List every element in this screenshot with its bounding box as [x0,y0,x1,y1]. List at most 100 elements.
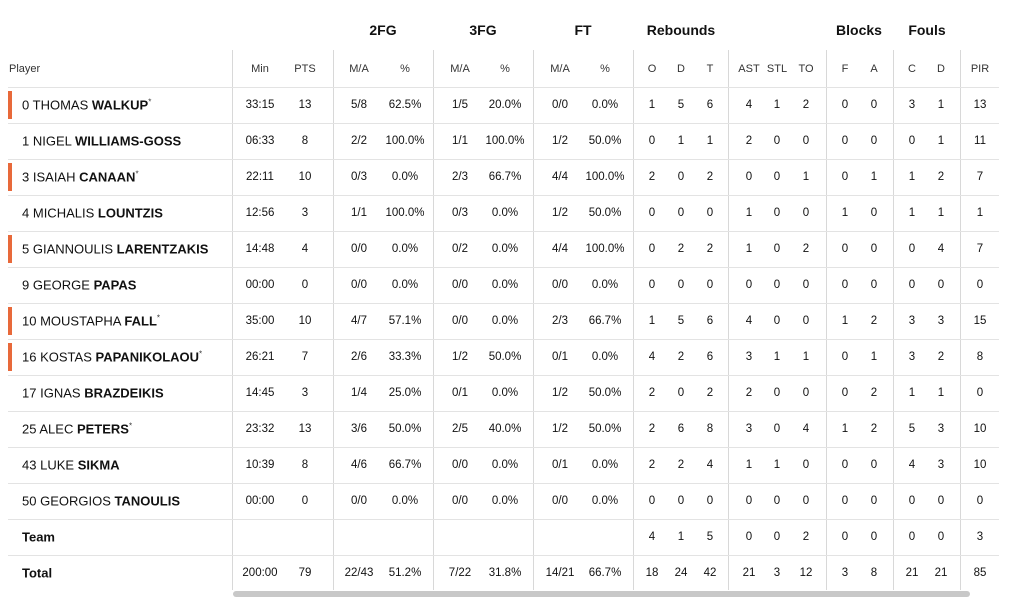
stat-cell: 100.0% [485,135,525,147]
first-name: LUKE [40,457,75,473]
stat-cell: 50.0% [388,423,422,435]
stat-cell: 1 [677,531,685,543]
stat-cell: 2 [706,243,714,255]
stat-cell: 0.0% [491,315,519,327]
last-name: FALL [124,313,157,329]
stat-cell: 1/1 [351,207,367,219]
stat-cell: 0 [745,495,753,507]
stat-cell: 1 [773,351,781,363]
stat-cell: 0 [648,207,656,219]
stat-cell: 66.7% [488,171,522,183]
stat-cell: 0 [870,135,878,147]
stat-cell: 4 [301,243,309,255]
stat-cell: 0/0 [452,315,468,327]
stat-cell: 1 [841,207,849,219]
column-divider [633,50,634,590]
stat-cell: 62.5% [388,99,422,111]
player-number: 0 [22,97,30,113]
stat-cell: 7 [301,351,309,363]
stat-cell: 22:11 [246,171,274,183]
column-header: % [500,63,510,75]
starter-mark: * [135,169,139,179]
stat-cell: 0 [802,459,810,471]
stat-cell: 21 [742,567,756,579]
player-name: 50 GEORGIOS TANOULIS [22,494,180,509]
stat-cell: 5/8 [351,99,367,111]
stat-cell: 1 [802,351,810,363]
stat-cell: 0 [937,531,945,543]
stat-cell: 0 [648,495,656,507]
column-header: TO [798,63,814,75]
stat-cell: 1 [870,351,878,363]
column-divider [893,50,894,590]
player-name: 0 THOMAS WALKUP* [22,97,151,112]
stat-cell: 1 [802,171,810,183]
stat-cell: 0 [745,531,753,543]
column-header: M/A [450,63,470,75]
stat-cell: 00:00 [245,279,275,291]
stat-cell: 0 [870,243,878,255]
stat-cell: 26:21 [245,351,275,363]
player-name: 4 MICHALIS LOUNTZIS [22,206,163,221]
stat-cell: 22/43 [344,567,374,579]
stat-cell: 0 [841,387,849,399]
stat-cell: 3 [745,351,753,363]
player-number: 1 [22,133,30,149]
column-header: O [647,63,657,75]
stat-cell: 2 [706,387,714,399]
stat-cell: 1 [908,387,916,399]
starter-mark: * [156,313,161,323]
stat-cell: 1 [841,315,849,327]
group-header: Blocks [836,22,882,38]
first-name: GEORGIOS [40,493,111,509]
starter-mark: * [148,97,152,107]
stat-cell: 42 [703,567,717,579]
starter-indicator [8,163,12,191]
first-name: ALEC [39,421,74,437]
stat-cell: 0 [870,279,878,291]
stat-cell: 23:32 [245,423,275,435]
stat-cell: 0 [677,207,685,219]
stat-cell: 2/6 [351,351,367,363]
player-name: 25 ALEC PETERS* [22,421,132,436]
stat-cell: 0 [841,171,849,183]
stat-cell: 1/2 [452,351,468,363]
stat-cell: 4 [802,423,810,435]
stat-cell: 0 [677,387,685,399]
stat-cell: 0 [802,279,810,291]
stat-cell: 0/3 [452,207,468,219]
row-divider [8,339,999,340]
last-name: LARENTZAKIS [116,241,209,257]
stat-cell: 0 [773,243,781,255]
stat-cell: 1 [908,207,916,219]
stat-cell: 1/4 [351,387,367,399]
stat-cell: 0.0% [391,243,419,255]
stat-cell: 0/0 [452,459,468,471]
stat-cell: 50.0% [588,207,622,219]
stat-cell: 0 [937,279,945,291]
stat-cell: 0.0% [591,351,619,363]
row-divider [8,303,999,304]
stat-cell: 1 [706,135,714,147]
row-divider [8,159,999,160]
stat-cell: 1 [937,135,945,147]
column-divider [826,50,827,590]
stat-cell: 0 [937,495,945,507]
stat-cell: 0.0% [391,495,419,507]
stat-cell: 3 [976,531,984,543]
stat-cell: 3 [745,423,753,435]
column-header: D [677,63,685,75]
stat-cell: 0 [301,279,309,291]
stat-cell: 0 [773,315,781,327]
stat-cell: 0 [706,495,714,507]
stat-cell: 0 [773,279,781,291]
stat-cell: 8 [301,135,309,147]
stat-cell: 2/3 [452,171,468,183]
stat-cell: 4 [745,99,753,111]
row-divider [8,267,999,268]
stat-cell: 0.0% [491,279,519,291]
stat-cell: 0 [976,495,984,507]
stat-cell: 18 [645,567,659,579]
stat-cell: 1 [745,207,753,219]
